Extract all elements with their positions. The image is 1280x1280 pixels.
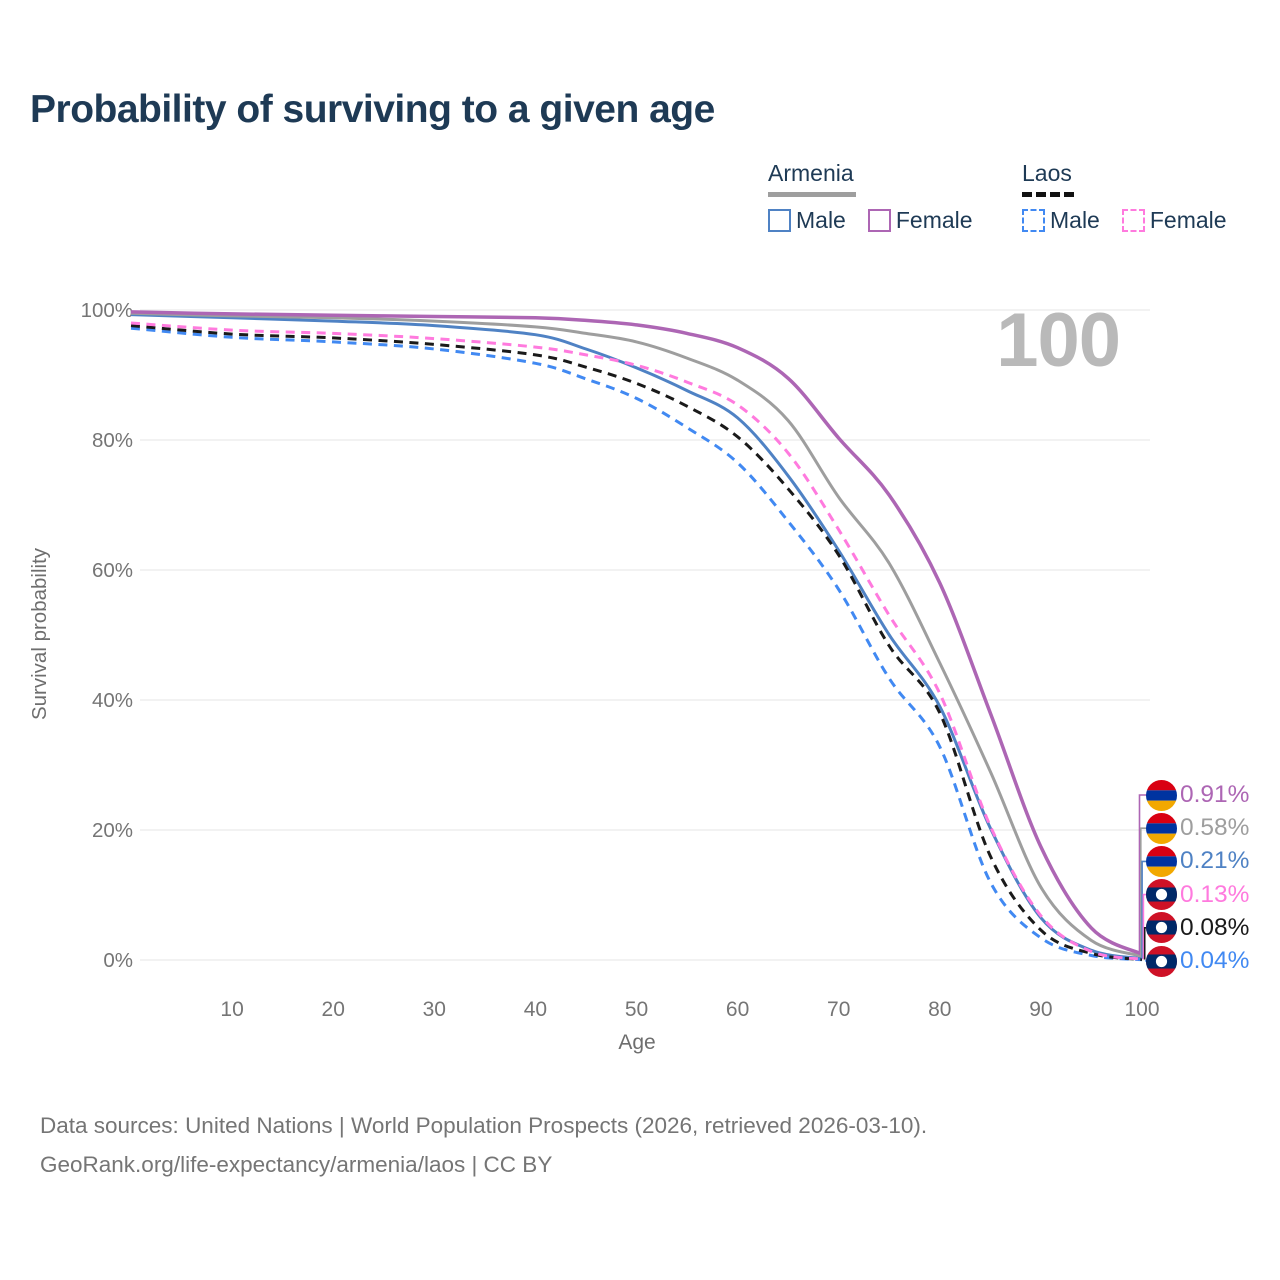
legend-item-armenia-female[interactable]: Female xyxy=(867,207,973,234)
page-title: Probability of surviving to a given age xyxy=(30,88,715,131)
curve-laos-male xyxy=(130,326,1143,962)
laos-flag-icon xyxy=(1146,945,1177,977)
age-counter-watermark: 100 xyxy=(996,298,1120,383)
x-tick-label-50: 50 xyxy=(625,998,648,1021)
x-tick-label-20: 20 xyxy=(322,998,345,1021)
legend-item-label: Female xyxy=(1149,207,1227,233)
x-tick-label-10: 10 xyxy=(220,998,243,1021)
end-label-value: 0.08% xyxy=(1180,913,1250,941)
end-label-laos-female: 0.13% xyxy=(1146,879,1249,911)
x-tick-label-40: 40 xyxy=(524,998,547,1021)
end-label-armenia-female: 0.91% xyxy=(1146,779,1249,811)
end-label-value: 0.04% xyxy=(1180,947,1250,974)
end-label-laos-both: 0.08% xyxy=(1146,912,1249,944)
legend-swatch-laos-male xyxy=(1022,209,1045,232)
legend-title-laos[interactable]: Laos xyxy=(1022,160,1074,197)
footer-sources-line: Data sources: United Nations | World Pop… xyxy=(40,1113,928,1138)
x-axis-title: Age xyxy=(618,1031,655,1054)
x-tick-label-100: 100 xyxy=(1124,998,1159,1021)
y-tick-label-40: 40% xyxy=(92,689,133,712)
curve-armenia-male xyxy=(130,313,1143,961)
legend-group-armenia: Armenia Male Female xyxy=(768,160,973,234)
legend-item-label: Female xyxy=(895,207,973,233)
legend-swatch-laos-female xyxy=(1121,209,1145,232)
x-tick-label-90: 90 xyxy=(1029,998,1052,1021)
y-tick-label-100: 100% xyxy=(81,299,133,322)
x-tick-label-70: 70 xyxy=(827,998,850,1021)
legend-items-armenia: Male Female xyxy=(768,207,973,234)
curve-laos-female xyxy=(130,321,1143,961)
y-tick-label-0: 0% xyxy=(103,949,133,972)
y-tick-label-20: 20% xyxy=(92,819,133,842)
end-label-value: 0.21% xyxy=(1180,847,1250,875)
legend-item-label: Male xyxy=(796,207,846,233)
end-label-value: 0.58% xyxy=(1180,814,1250,842)
end-label-laos-male: 0.04% xyxy=(1146,945,1249,977)
end-label-value: 0.13% xyxy=(1180,880,1250,908)
end-label-value: 0.91% xyxy=(1180,781,1250,808)
legend-item-armenia-male[interactable]: Male xyxy=(768,207,846,234)
legend-group-laos: Laos Male Female xyxy=(1022,160,1227,234)
legend-item-laos-male[interactable]: Male xyxy=(1022,207,1100,234)
laos-flag-icon xyxy=(1146,879,1177,911)
footer: Data sources: United Nations | World Pop… xyxy=(40,1106,927,1184)
legend-item-label: Male xyxy=(1050,207,1100,233)
legend-items-laos: Male Female xyxy=(1022,207,1227,234)
armenia-flag-icon xyxy=(1146,845,1177,877)
end-label-armenia-male: 0.21% xyxy=(1146,845,1249,877)
y-axis-title: Survival probability xyxy=(28,547,51,720)
legend-title-armenia[interactable]: Armenia xyxy=(768,160,856,197)
footer-attribution-line: GeoRank.org/life-expectancy/armenia/laos… xyxy=(40,1152,553,1177)
curve-armenia-female xyxy=(130,310,1143,956)
y-tick-label-80: 80% xyxy=(92,429,133,452)
armenia-flag-icon xyxy=(1146,779,1177,811)
y-tick-label-60: 60% xyxy=(92,559,133,582)
curve-laos-both xyxy=(130,324,1143,961)
laos-flag-icon xyxy=(1146,912,1177,944)
legend-swatch-armenia-male xyxy=(768,209,791,232)
end-label-armenia-both: 0.58% xyxy=(1146,812,1249,844)
armenia-flag-icon xyxy=(1146,812,1177,844)
legend-item-laos-female[interactable]: Female xyxy=(1121,207,1227,234)
x-tick-label-60: 60 xyxy=(726,998,749,1021)
legend-swatch-armenia-female xyxy=(867,209,891,232)
x-tick-label-80: 80 xyxy=(928,998,951,1021)
x-tick-label-30: 30 xyxy=(423,998,446,1021)
curve-armenia-both xyxy=(130,311,1143,958)
